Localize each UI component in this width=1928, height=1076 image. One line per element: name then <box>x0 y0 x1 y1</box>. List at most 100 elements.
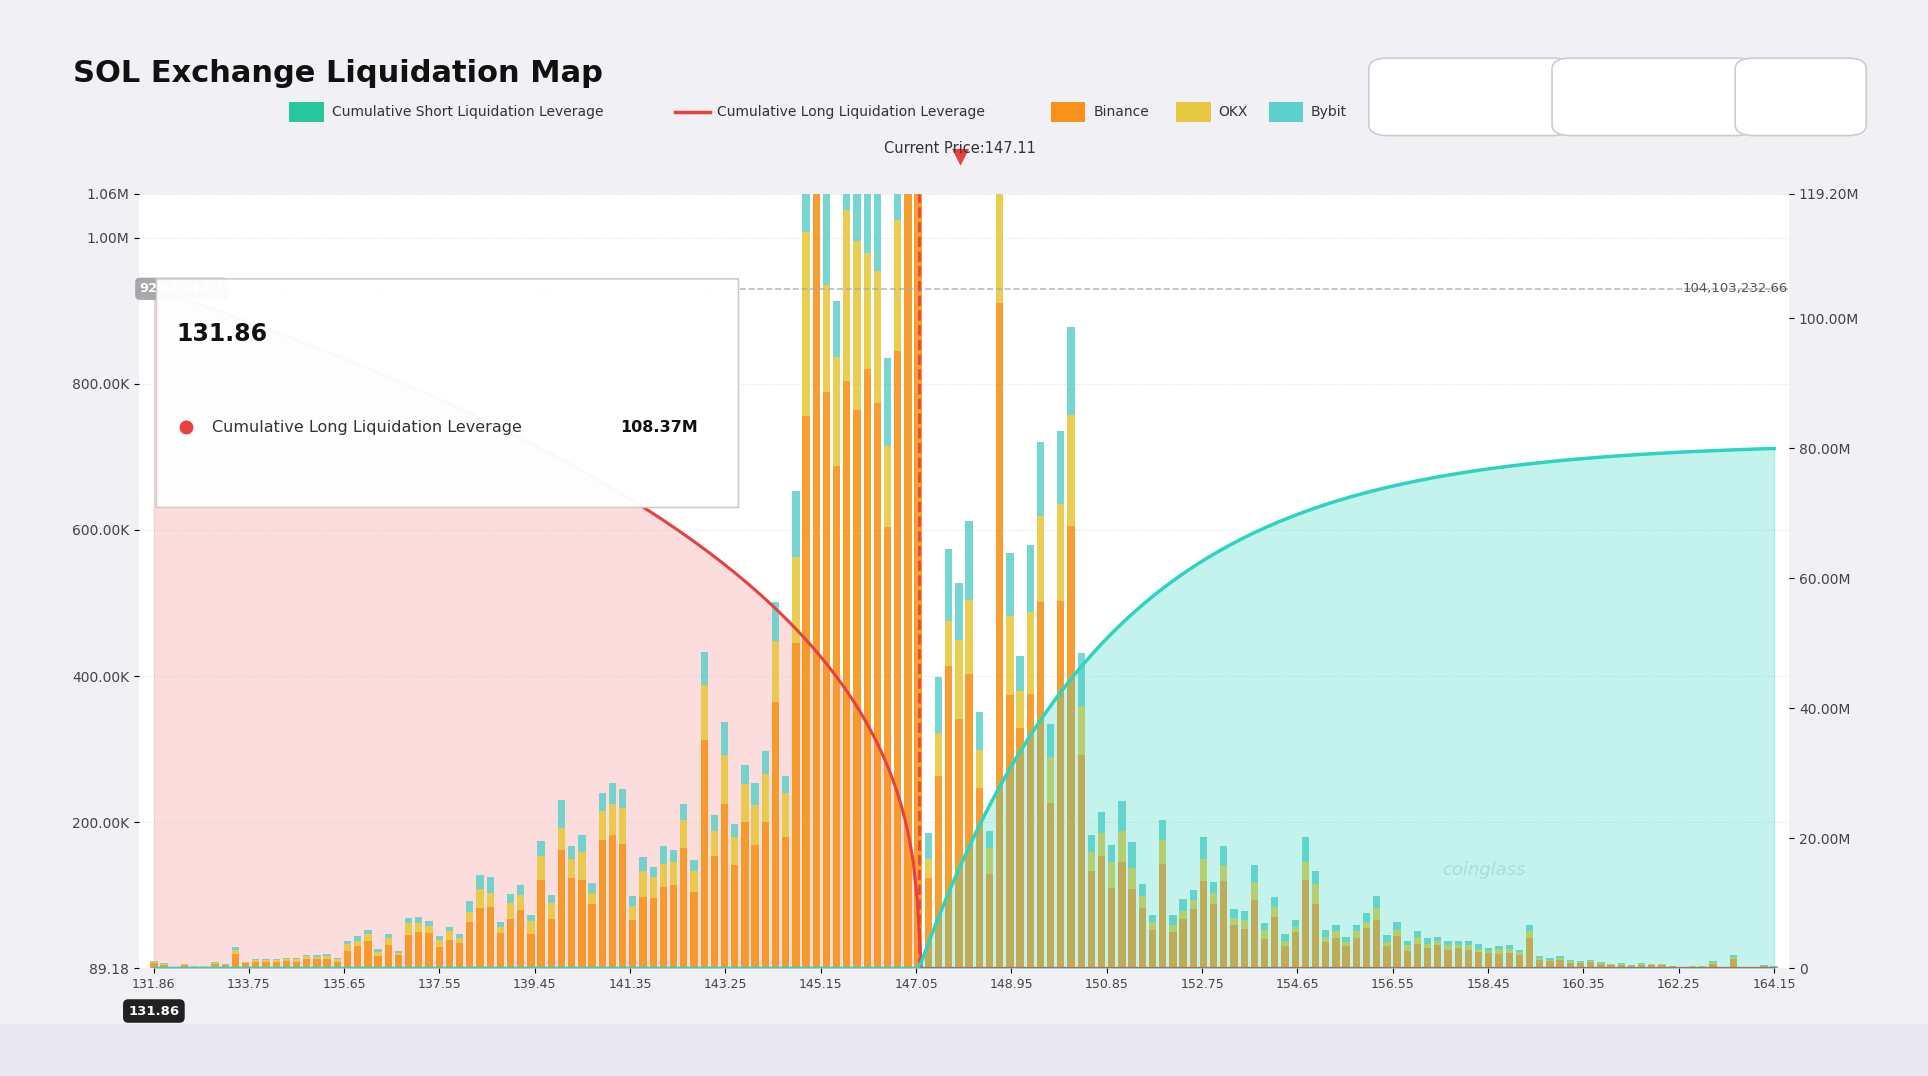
Bar <box>854 121 860 241</box>
Bar <box>598 840 605 968</box>
Bar <box>253 959 260 961</box>
Text: 929,874.87: 929,874.87 <box>141 282 224 295</box>
Bar <box>1128 889 1136 968</box>
Bar <box>1729 955 1737 958</box>
Bar <box>1230 909 1238 918</box>
Bar <box>569 878 575 968</box>
Bar <box>436 947 443 968</box>
Bar <box>1097 856 1105 968</box>
Bar <box>762 822 769 968</box>
Bar <box>1271 907 1278 917</box>
Bar <box>1159 864 1166 968</box>
Bar <box>823 167 831 285</box>
Bar <box>526 921 534 934</box>
Bar <box>1556 960 1564 968</box>
Bar <box>486 893 494 907</box>
Bar <box>1567 961 1573 963</box>
Bar <box>1220 881 1228 968</box>
Bar <box>1271 896 1278 907</box>
Bar <box>1180 919 1188 968</box>
Bar <box>1087 835 1095 852</box>
Bar <box>1537 957 1544 958</box>
Bar <box>690 872 698 892</box>
Bar <box>1546 960 1554 961</box>
Bar <box>1180 911 1188 919</box>
Bar <box>312 958 320 960</box>
Bar <box>312 960 320 968</box>
Bar <box>150 963 158 968</box>
Bar <box>1465 945 1473 950</box>
Bar <box>1037 441 1045 515</box>
Bar <box>1311 883 1319 904</box>
Bar <box>1323 943 1330 968</box>
Text: OKX: OKX <box>1218 104 1247 119</box>
Bar <box>1097 833 1105 856</box>
Bar <box>426 921 432 926</box>
Bar <box>1668 966 1675 968</box>
Bar <box>823 392 831 968</box>
Bar <box>1475 949 1483 952</box>
Bar <box>1729 959 1737 968</box>
Bar <box>426 933 432 968</box>
Bar <box>609 804 617 835</box>
Bar <box>467 901 474 911</box>
Bar <box>883 527 891 968</box>
FancyBboxPatch shape <box>156 279 738 508</box>
Bar <box>486 877 494 893</box>
Bar <box>303 959 310 968</box>
Bar <box>1710 963 1716 964</box>
Bar <box>721 804 729 968</box>
Bar <box>954 639 962 719</box>
Bar <box>231 947 239 950</box>
Bar <box>925 859 931 878</box>
Bar <box>1394 936 1402 968</box>
Bar <box>1292 932 1299 968</box>
Bar <box>436 940 443 947</box>
Text: 1 day: 1 day <box>1610 88 1656 105</box>
Bar <box>1301 862 1309 880</box>
Bar <box>681 820 688 848</box>
Bar <box>1444 946 1452 950</box>
Bar <box>935 678 943 734</box>
Bar <box>191 967 199 968</box>
Bar <box>1149 915 1157 922</box>
Bar <box>1068 526 1074 968</box>
Bar <box>343 940 351 945</box>
Bar <box>629 920 636 968</box>
Text: 104,103,232.66: 104,103,232.66 <box>1683 282 1787 295</box>
Bar <box>883 445 891 527</box>
Bar <box>1496 953 1502 968</box>
Bar <box>1168 933 1176 968</box>
Bar <box>1128 841 1136 867</box>
Bar <box>1261 923 1269 931</box>
Bar <box>1496 946 1502 949</box>
Bar <box>1240 920 1247 929</box>
Bar <box>1057 600 1064 968</box>
Bar <box>1353 932 1359 938</box>
Text: ⇕: ⇕ <box>1708 89 1720 104</box>
Bar <box>1118 862 1126 968</box>
Bar <box>640 858 646 870</box>
Bar <box>455 934 463 938</box>
Bar <box>293 962 301 968</box>
Bar <box>711 855 717 968</box>
Bar <box>1190 909 1197 968</box>
Bar <box>343 945 351 951</box>
Bar <box>436 936 443 940</box>
Bar <box>1251 865 1259 882</box>
Bar <box>324 953 332 955</box>
Bar <box>1404 945 1411 950</box>
Bar <box>1556 957 1564 958</box>
Bar <box>253 961 260 962</box>
Bar <box>283 959 289 961</box>
Bar <box>771 702 779 968</box>
Bar <box>700 740 708 968</box>
Bar <box>1078 754 1085 968</box>
Bar <box>873 140 881 271</box>
Bar <box>843 211 850 381</box>
Bar <box>1332 938 1340 968</box>
Bar <box>405 919 413 923</box>
Text: 131.86: 131.86 <box>177 322 268 345</box>
Bar <box>771 640 779 702</box>
Bar <box>445 931 453 940</box>
